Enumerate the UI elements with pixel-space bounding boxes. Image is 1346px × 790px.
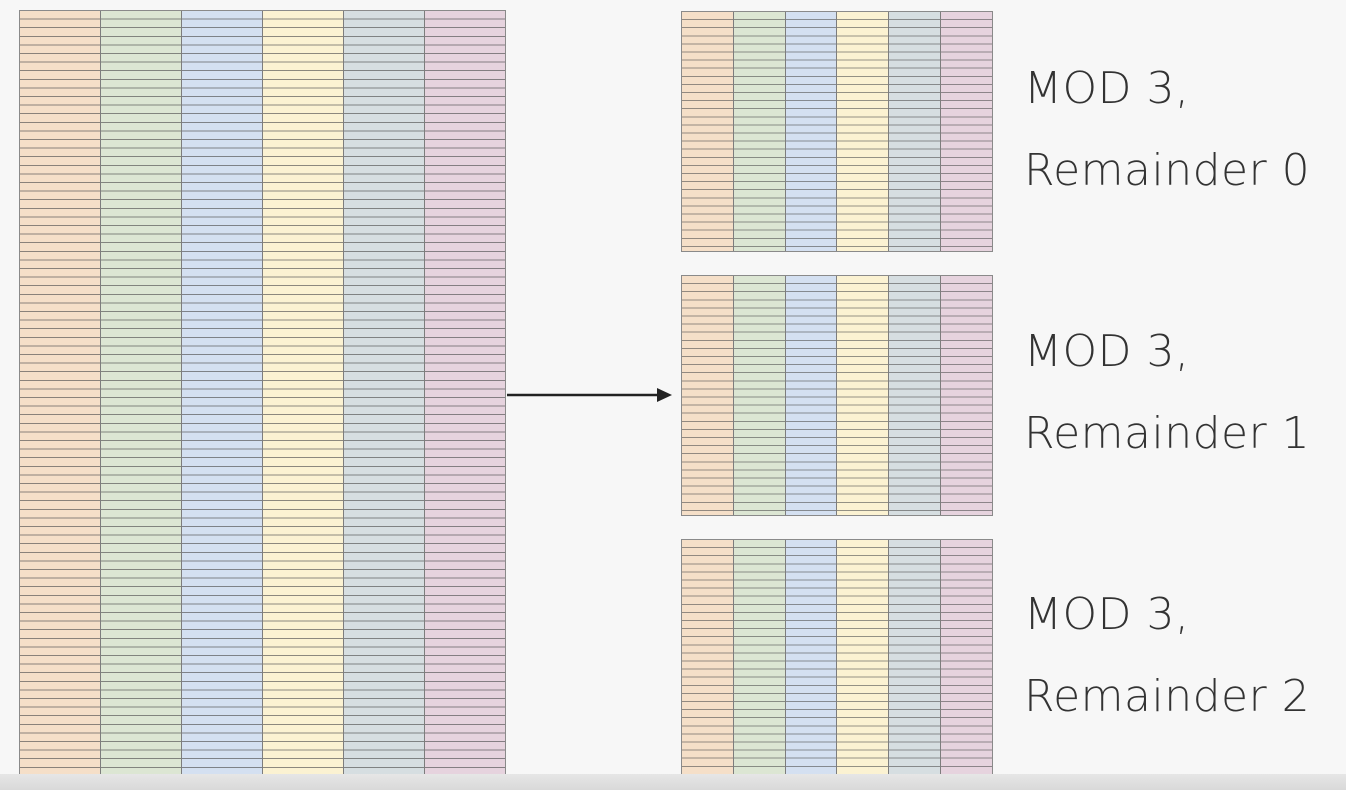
source-table [19,10,506,776]
partition-label-remainder-0: MOD 3, Remainder 0 [1024,48,1334,212]
partition-table-remainder-2 [681,539,993,779]
table-column [889,276,942,515]
partition-label-remainder-2: MOD 3, Remainder 2 [1024,574,1334,738]
table-column [941,540,992,778]
bottom-bar [0,774,1346,790]
table-column [837,276,890,515]
partition-table-remainder-0 [681,11,993,252]
table-column [889,12,942,251]
table-column [682,276,734,515]
table-column [425,11,505,775]
partition-label-line2: Remainder 2 [1024,671,1311,722]
table-column [344,11,425,775]
table-column [682,12,734,251]
table-column [785,12,838,251]
partition-label-line2: Remainder 0 [1024,145,1311,196]
table-column [182,11,263,775]
table-column [889,540,942,778]
partition-label-line2: Remainder 1 [1024,408,1311,459]
table-column [733,276,786,515]
table-column [941,12,992,251]
table-column [941,276,992,515]
table-column [837,540,890,778]
table-column [837,12,890,251]
partition-label-remainder-1: MOD 3, Remainder 1 [1024,311,1334,475]
table-column [785,276,838,515]
table-column [785,540,838,778]
table-column [682,540,734,778]
table-column [20,11,101,775]
partition-label-line1: MOD 3, [1024,589,1190,640]
partition-label-line1: MOD 3, [1024,326,1190,377]
table-column [733,12,786,251]
partition-table-remainder-1 [681,275,993,516]
table-column [101,11,182,775]
partition-label-line1: MOD 3, [1024,63,1190,114]
table-column [263,11,344,775]
table-column [733,540,786,778]
